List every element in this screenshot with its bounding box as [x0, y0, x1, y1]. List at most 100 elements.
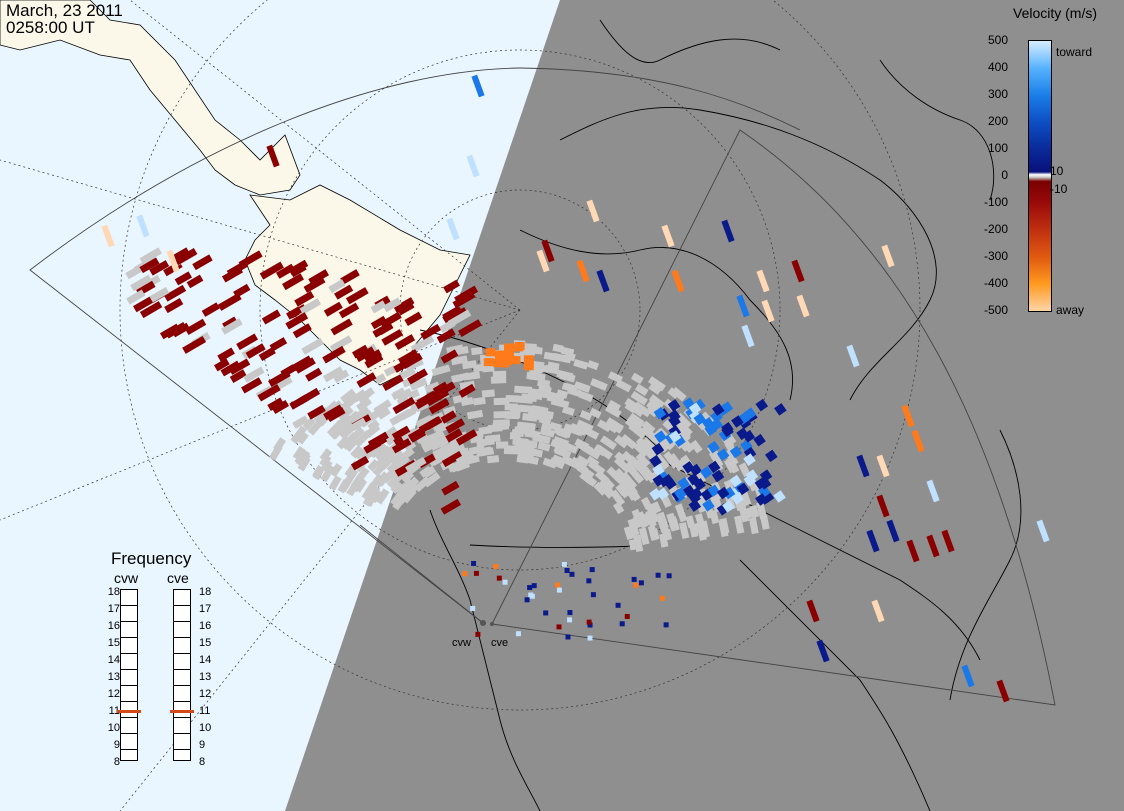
velocity-cell	[296, 431, 309, 445]
velocity-cell	[502, 357, 513, 366]
velocity-cell	[370, 315, 388, 330]
velocity-cell	[736, 482, 750, 496]
velocity-tick-label: -10	[1050, 182, 1068, 196]
velocity-cell	[689, 439, 703, 454]
velocity-cell	[532, 433, 551, 444]
frequency-scale-label: 10	[107, 722, 120, 734]
velocity-cell	[465, 371, 481, 381]
velocity-cell	[404, 357, 424, 371]
frequency-cell	[174, 638, 190, 654]
velocity-cell	[407, 368, 428, 385]
velocity-cell	[330, 425, 345, 440]
velocity-cell	[549, 457, 565, 470]
velocity-cell	[638, 580, 644, 586]
velocity-cell	[647, 376, 666, 392]
velocity-tick-label: -400	[983, 276, 1008, 290]
velocity-cell	[352, 389, 367, 403]
velocity-cell	[478, 426, 493, 435]
velocity-cell	[528, 372, 546, 382]
velocity-cell	[556, 428, 570, 439]
velocity-cell	[871, 599, 885, 623]
velocity-cell	[375, 488, 390, 505]
velocity-cell	[397, 487, 413, 505]
velocity-cell	[407, 427, 426, 442]
frequency-cell	[121, 718, 137, 734]
velocity-cell	[301, 337, 324, 355]
velocity-cell	[597, 419, 612, 433]
velocity-cell	[323, 404, 344, 421]
velocity-cell	[159, 323, 181, 340]
velocity-cell	[322, 366, 344, 383]
velocity-cell	[615, 474, 632, 493]
velocity-cell	[271, 399, 289, 414]
velocity-cell	[364, 349, 382, 364]
velocity-cell	[375, 451, 392, 468]
frequency-cell	[174, 654, 190, 670]
land-alaska	[244, 184, 471, 386]
velocity-cell	[330, 318, 353, 336]
velocity-cell	[655, 572, 661, 578]
velocity-cell	[398, 478, 415, 496]
velocity-cell	[217, 347, 235, 362]
velocity-cell	[537, 441, 551, 452]
velocity-cell	[383, 365, 397, 377]
frequency-scale-label: 17	[107, 603, 120, 615]
velocity-cell	[349, 426, 365, 442]
velocity-cell	[627, 518, 640, 537]
velocity-cell	[575, 455, 590, 468]
velocity-cell	[941, 529, 955, 553]
frequency-scale-label: 8	[199, 756, 206, 768]
velocity-cell	[374, 373, 387, 385]
velocity-cell	[560, 455, 576, 468]
velocity-cell	[661, 474, 675, 487]
velocity-cell	[286, 306, 302, 320]
velocity-cell	[742, 429, 756, 443]
velocity-cell	[421, 437, 441, 453]
frequency-cell	[121, 702, 137, 718]
velocity-cell	[447, 443, 466, 456]
velocity-cell	[329, 463, 343, 478]
velocity-cell	[649, 454, 662, 468]
velocity-cell	[721, 219, 735, 243]
velocity-cell	[729, 445, 743, 459]
velocity-cell	[466, 409, 484, 420]
velocity-cell	[136, 214, 150, 238]
velocity-tick-label: 300	[987, 87, 1008, 101]
velocity-cell	[648, 382, 662, 395]
velocity-cell	[323, 400, 339, 416]
velocity-cell	[241, 377, 263, 394]
velocity-tick-label: -200	[983, 222, 1008, 236]
velocity-cell	[630, 390, 648, 406]
velocity-cell	[765, 449, 778, 463]
velocity-cell	[748, 517, 759, 535]
velocity-cell	[149, 260, 170, 276]
velocity-cell	[623, 526, 635, 541]
velocity-cell	[547, 361, 560, 371]
velocity-cell	[486, 455, 500, 464]
velocity-cell	[458, 383, 476, 398]
velocity-cell	[586, 619, 592, 625]
velocity-cell	[521, 439, 538, 449]
velocity-cell	[866, 529, 880, 553]
velocity-cell	[586, 199, 600, 223]
frequency-marker-cvw	[117, 710, 141, 713]
velocity-cell	[445, 428, 463, 443]
velocity-cell	[390, 480, 404, 494]
velocity-cell	[682, 461, 695, 474]
velocity-legend-title: Velocity (m/s)	[1013, 5, 1098, 21]
velocity-cell	[525, 345, 539, 354]
velocity-cell	[472, 396, 486, 406]
velocity-cell	[693, 412, 707, 426]
velocity-cell	[633, 534, 644, 553]
velocity-cell	[901, 404, 915, 428]
velocity-cell	[445, 418, 466, 434]
site-marker-cve	[490, 622, 494, 626]
velocity-cell	[676, 420, 693, 437]
velocity-cell	[462, 571, 468, 577]
velocity-cell	[493, 563, 499, 569]
velocity-cell	[650, 501, 662, 514]
velocity-cell	[379, 311, 402, 329]
velocity-cell	[638, 527, 650, 546]
velocity-cell	[615, 602, 621, 608]
frequency-cell	[121, 590, 137, 606]
